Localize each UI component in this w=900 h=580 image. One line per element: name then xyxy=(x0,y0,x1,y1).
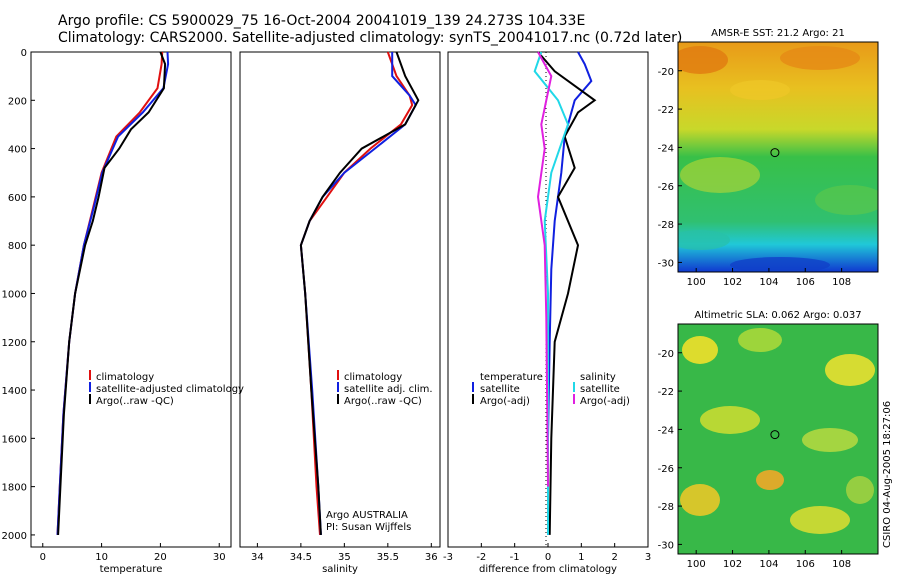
map-x-tick-label: 104 xyxy=(759,277,778,288)
temperature-axes xyxy=(30,51,232,548)
series-line-0-1 xyxy=(56,51,170,535)
map-x-tick-label: 100 xyxy=(687,559,706,570)
x-tick-label: 35 xyxy=(338,552,351,563)
profile-location-marker xyxy=(770,430,780,440)
map-y-tick-label: -26 xyxy=(658,182,674,193)
x-tick-label: 30 xyxy=(213,552,226,563)
map-y-tick-label: -30 xyxy=(658,540,674,551)
map-y-tick-label: -24 xyxy=(658,143,674,154)
map-y-tick-label: -26 xyxy=(658,464,674,475)
plot-title-line1: Argo profile: CS 5900029_75 16-Oct-2004 … xyxy=(58,13,586,29)
y-tick-label: 400 xyxy=(8,145,27,156)
map-y-tick-label: -28 xyxy=(658,220,674,231)
map-y-tick-label: -22 xyxy=(658,387,674,398)
annotation-argo-australia: Argo AUSTRALIA xyxy=(326,510,408,521)
map-y-tick-label: -30 xyxy=(658,258,674,269)
x-tick-label: 0 xyxy=(545,552,551,563)
x-tick-label: -3 xyxy=(443,552,453,563)
sst-map xyxy=(678,42,878,272)
map-y-tick-label: -22 xyxy=(658,105,674,116)
map-x-tick-label: 106 xyxy=(796,277,815,288)
y-tick-label: 1200 xyxy=(2,338,27,349)
plot-title-line2: Climatology: CARS2000. Satellite-adjuste… xyxy=(58,30,683,46)
x-tick-label: 10 xyxy=(95,552,108,563)
y-tick-label: 1600 xyxy=(2,434,27,445)
y-tick-label: 2000 xyxy=(2,531,27,542)
y-tick-label: 1800 xyxy=(2,483,27,494)
legend-sal-sat: satellite adj. clim. xyxy=(344,384,433,395)
annotation-pi: PI: Susan Wijffels xyxy=(326,522,411,533)
x-axis-label-difference: difference from climatology xyxy=(479,564,617,575)
sst-map-title: AMSR-E SST: 21.2 Argo: 21 xyxy=(711,28,845,39)
x-tick-label: 34.5 xyxy=(290,552,312,563)
legend-diff-sal: salinity xyxy=(580,372,616,383)
series-line-2-0 xyxy=(547,51,593,535)
map-y-tick-label: -24 xyxy=(658,425,674,436)
legend-temp-argo: Argo(..raw -QC) xyxy=(96,396,174,407)
map-y-tick-label: -20 xyxy=(658,349,674,360)
y-tick-label: 0 xyxy=(21,48,27,59)
map-x-tick-label: 108 xyxy=(832,277,851,288)
sla-axes xyxy=(677,323,879,555)
map-x-tick-label: 108 xyxy=(832,559,851,570)
x-tick-label: 2 xyxy=(611,552,617,563)
x-axis-label-temperature: temperature xyxy=(100,564,163,575)
salinity-axes xyxy=(239,51,441,548)
series-line-1-1 xyxy=(299,52,417,535)
y-tick-label: 800 xyxy=(8,241,27,252)
x-tick-label: 34 xyxy=(251,552,264,563)
x-tick-label: -1 xyxy=(510,552,520,563)
x-tick-label: 1 xyxy=(578,552,584,563)
y-tick-label: 1000 xyxy=(2,289,27,300)
series-line-2-1 xyxy=(537,51,597,535)
sst-axes xyxy=(677,41,879,273)
legend-sal-clim: climatology xyxy=(344,372,402,383)
y-tick-label: 200 xyxy=(8,96,27,107)
series-line-2-3 xyxy=(536,51,553,487)
y-tick-label: 1400 xyxy=(2,386,27,397)
map-y-tick-label: -20 xyxy=(658,67,674,78)
y-tick-label: 600 xyxy=(8,193,27,204)
sla-map-title: Altimetric SLA: 0.062 Argo: 0.037 xyxy=(694,310,861,321)
x-tick-label: 20 xyxy=(154,552,167,563)
legend-temp-sat: satellite-adjusted climatology xyxy=(96,384,244,395)
map-x-tick-label: 102 xyxy=(723,559,742,570)
map-x-tick-label: 100 xyxy=(687,277,706,288)
timestamp-label: CSIRO 04-Aug-2005 18:27:06 xyxy=(882,400,893,548)
legend-diff-temp-sat: satellite xyxy=(480,384,520,395)
x-axis-label-salinity: salinity xyxy=(322,564,358,575)
x-tick-label: -2 xyxy=(476,552,486,563)
legend-sal-argo: Argo(..raw -QC) xyxy=(344,396,422,407)
legend-diff-sal-argo: Argo(-adj) xyxy=(580,396,630,407)
map-x-tick-label: 102 xyxy=(723,277,742,288)
x-tick-label: 35.5 xyxy=(377,552,399,563)
series-line-0-0 xyxy=(56,51,164,535)
profile-location-marker xyxy=(770,148,780,158)
legend-diff-sal-sat: satellite xyxy=(580,384,620,395)
sla-map xyxy=(678,324,878,554)
x-tick-label: 0 xyxy=(40,552,46,563)
map-y-tick-label: -28 xyxy=(658,502,674,513)
map-x-tick-label: 104 xyxy=(759,559,778,570)
map-x-tick-label: 106 xyxy=(796,559,815,570)
series-line-2-2 xyxy=(533,51,570,535)
x-tick-label: 3 xyxy=(645,552,651,563)
legend-diff-temp: temperature xyxy=(480,372,543,383)
series-line-0-2 xyxy=(57,51,167,535)
legend-temp-clim: climatology xyxy=(96,372,154,383)
series-line-1-2 xyxy=(299,51,420,535)
legend-diff-temp-argo: Argo(-adj) xyxy=(480,396,530,407)
x-tick-label: 36 xyxy=(425,552,438,563)
